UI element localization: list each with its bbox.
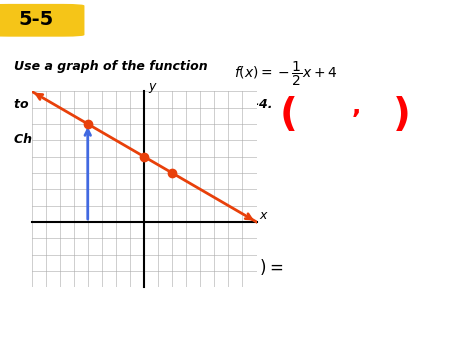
Text: $\mathbf{(}$: $\mathbf{(}$: [279, 95, 296, 134]
Text: 5-5: 5-5: [18, 10, 54, 29]
Text: Holt Algebra 1: Holt Algebra 1: [9, 321, 69, 330]
Text: $\mathbf{,}$: $\mathbf{,}$: [351, 95, 360, 119]
Text: $f\left(x\right)=-\dfrac{1}{2}x+4$: $f\left(x\right)=-\dfrac{1}{2}x+4$: [234, 59, 338, 88]
Text: y: y: [148, 80, 156, 93]
Text: Check your answer.: Check your answer.: [14, 133, 150, 146]
FancyBboxPatch shape: [0, 3, 86, 38]
Text: Copyright © by Holt, Rinehart and Winston. All Rights Reserved.: Copyright © by Holt, Rinehart and Winsto…: [216, 322, 441, 329]
Text: Use a graph of the function: Use a graph of the function: [14, 59, 207, 73]
Text: x: x: [259, 209, 267, 222]
Text: to find the value of f(x) when x = –4.: to find the value of f(x) when x = –4.: [14, 98, 272, 111]
Text: $f\!\left(\quad\right)=$: $f\!\left(\quad\right)=$: [234, 257, 284, 277]
Text: $\mathbf{)}$: $\mathbf{)}$: [392, 95, 408, 134]
Text: Direct Variation: Direct Variation: [90, 9, 275, 29]
